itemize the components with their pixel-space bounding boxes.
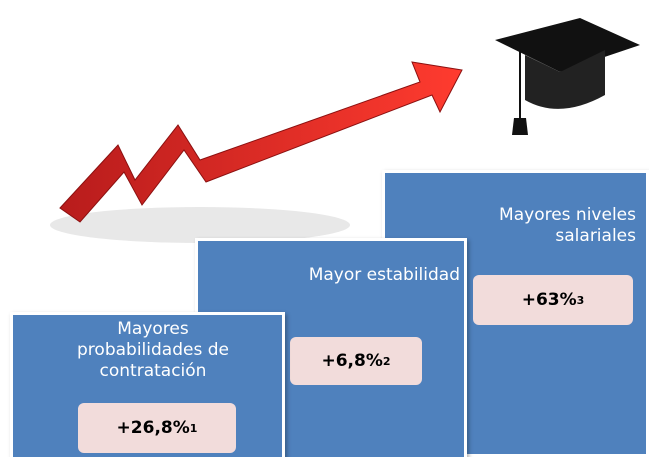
graduation-cap <box>495 18 640 135</box>
step-value: +26,8%1 <box>78 403 236 453</box>
step-value: +63%3 <box>473 275 633 325</box>
step-label: Mayor estabilidad <box>198 265 460 286</box>
value-text: +26,8% <box>117 418 190 438</box>
value-text: +63% <box>522 290 577 310</box>
step-value: +6,8%2 <box>290 337 422 385</box>
step-label: Mayores probabilidades de contratación <box>53 319 253 382</box>
footnote-mark: 1 <box>190 422 198 435</box>
value-text: +6,8% <box>321 351 382 371</box>
step-1: Mayores probabilidades de contratación +… <box>10 312 285 457</box>
footnote-mark: 2 <box>383 355 391 368</box>
footnote-mark: 3 <box>577 294 585 307</box>
infographic: Mayores niveles salariales +63%3 Mayor e… <box>0 0 649 457</box>
